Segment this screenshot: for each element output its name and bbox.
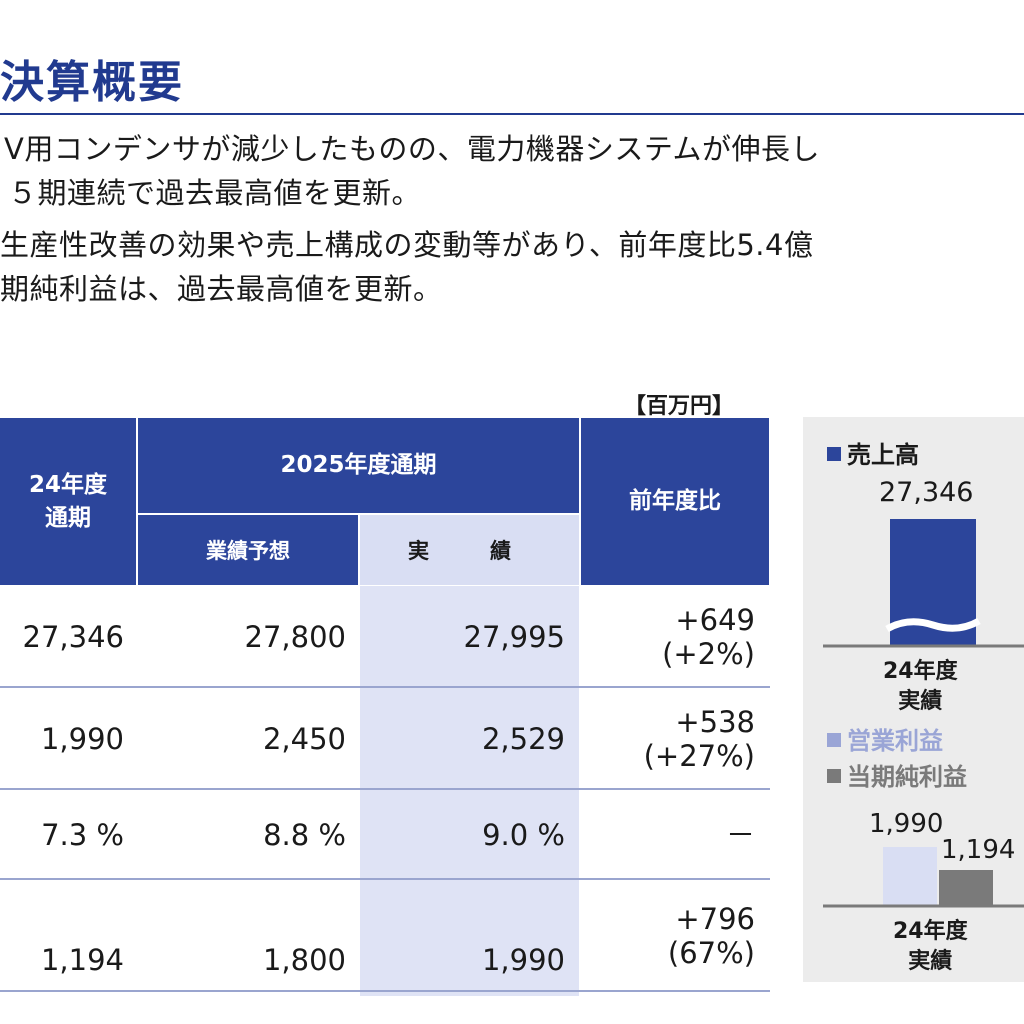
sales-legend-swatch (827, 447, 841, 461)
bullet-line-3: 生産性改善の効果や売上構成の変動等があり、前年度比5.4億 (0, 228, 814, 262)
row4-actual: 1,990 (481, 943, 565, 977)
unit-label: 【百万円】 (624, 394, 735, 419)
sales-value-label: 27,346 (879, 477, 974, 508)
row2-diff-value: +538 (675, 705, 755, 739)
sales-category-label: 24年度 実績 (883, 659, 958, 714)
row4-diff-value: +796 (675, 902, 755, 936)
row2-actual: 2,529 (481, 722, 565, 756)
axis-break-icon (885, 617, 981, 633)
row2-diff: +538 (+27%) (581, 690, 769, 788)
bullet-line-2: ５期連続で過去最高値を更新。 (8, 176, 422, 210)
title-underline (0, 113, 1024, 115)
row4-prev: 1,194 (40, 943, 124, 977)
row-divider (0, 990, 770, 992)
side-chart-svg (823, 519, 1024, 908)
page-title: 決算概要 (0, 57, 184, 108)
net-legend-swatch (827, 769, 841, 783)
row1-diff: +649 (+2%) (581, 588, 769, 686)
row4-forecast: 1,800 (262, 943, 346, 977)
row1-forecast: 27,800 (244, 620, 346, 654)
row2-diff-pct: (+27%) (643, 739, 755, 773)
net-legend: 当期純利益 (827, 757, 967, 792)
row-divider (0, 788, 770, 790)
row3-forecast: 8.8 % (263, 818, 346, 852)
row3-diff-value: － (725, 818, 755, 852)
op-legend-label: 営業利益 (847, 727, 943, 755)
op-legend-swatch (827, 733, 841, 747)
op-profit-bar (883, 847, 937, 905)
profit-category-label: 24年度 実績 (893, 919, 968, 974)
row2-prev: 1,990 (40, 722, 124, 756)
net-legend-label: 当期純利益 (847, 763, 967, 791)
col-group-header: 2025年度通期 (138, 418, 579, 513)
actual-column-bg (360, 586, 579, 996)
op-legend: 営業利益 (827, 721, 943, 756)
col-prev-header: 24年度 通期 (0, 418, 136, 585)
row3-actual: 9.0 % (482, 818, 565, 852)
results-table: 24年度 通期 2025年度通期 業績予想 実 績 前年度比 27,346 27… (0, 418, 770, 996)
bullet-line-4: 期純利益は、過去最高値を更新。 (0, 272, 443, 306)
row4-diff-pct: (67%) (667, 936, 755, 970)
row1-actual: 27,995 (463, 620, 565, 654)
row1-prev: 27,346 (22, 620, 124, 654)
row4-diff: +796 (67%) (581, 882, 769, 990)
op-value-label: 1,990 (869, 809, 944, 839)
col-actual-header: 実 績 (360, 515, 579, 585)
row3-prev: 7.3 % (41, 818, 124, 852)
col-forecast-header: 業績予想 (138, 515, 358, 585)
sales-legend-label: 売上高 (847, 441, 919, 469)
row-divider (0, 686, 770, 688)
row-divider (0, 878, 770, 880)
net-profit-bar (939, 870, 993, 905)
sales-legend: 売上高 (827, 435, 919, 470)
row1-diff-value: +649 (675, 603, 755, 637)
net-value-label: 1,194 (941, 835, 1016, 865)
row1-diff-pct: (+2%) (662, 637, 755, 671)
row2-forecast: 2,450 (262, 722, 346, 756)
side-chart-panel: 売上高 27,346 24年度 実績 営業利益 当期純利益 1,990 1,19… (803, 417, 1024, 982)
col-diff-header: 前年度比 (581, 418, 769, 585)
bullet-line-1: V用コンデンサが減少したものの、電力機器システムが伸長し (4, 132, 820, 166)
row3-diff: － (581, 792, 769, 878)
